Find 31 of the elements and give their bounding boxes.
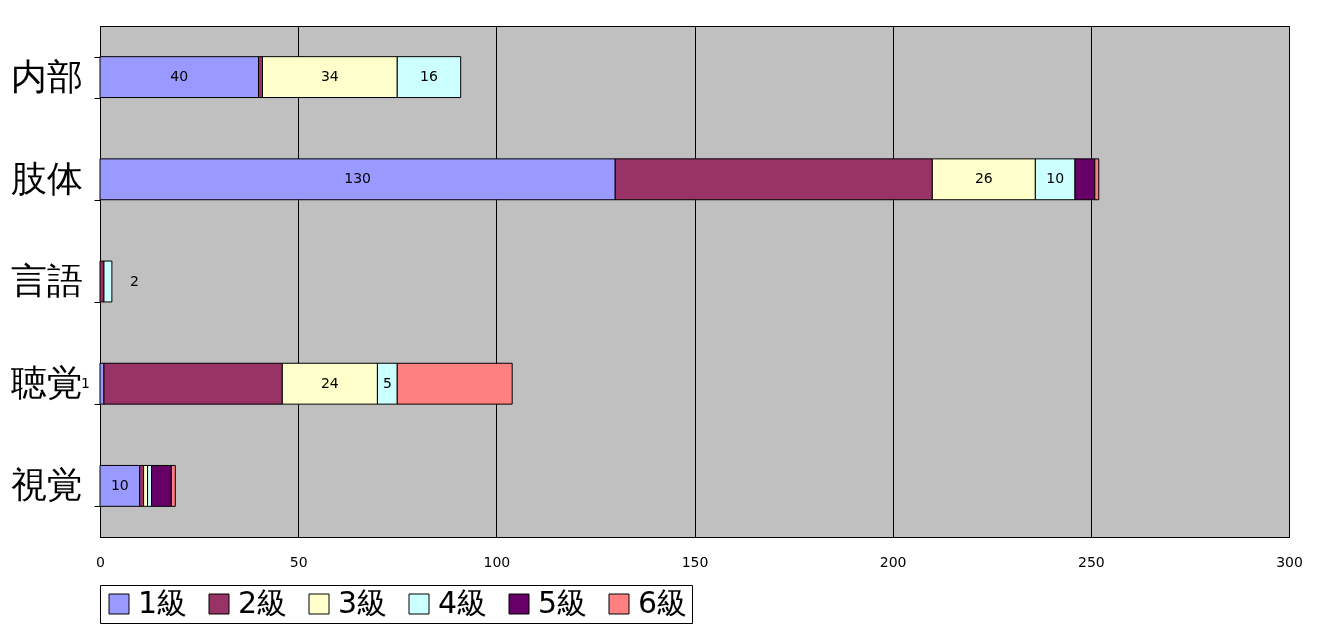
legend-label: 3級 — [338, 585, 388, 620]
y-tick-label: 視覚 — [10, 464, 83, 506]
data-label: 34 — [320, 68, 339, 85]
x-tick-label: 150 — [681, 553, 709, 570]
legend-label: 6級 — [638, 585, 688, 620]
bar — [103, 260, 113, 303]
data-label: 10 — [110, 476, 129, 493]
y-tick-label: 聴覚 — [10, 362, 83, 404]
legend-label: 2級 — [238, 585, 288, 620]
x-tick-label: 200 — [879, 553, 907, 570]
legend-label: 5級 — [538, 585, 588, 620]
y-tick-label: 肢体 — [10, 157, 83, 199]
x-tick-label: 0 — [96, 553, 105, 570]
data-label: 26 — [974, 170, 993, 187]
x-tick-label: 300 — [1276, 553, 1303, 570]
data-label: 40 — [170, 68, 189, 85]
data-label: 130 — [344, 170, 371, 187]
bar — [151, 464, 172, 507]
x-tick-label: 250 — [1077, 553, 1105, 570]
data-label: 24 — [320, 374, 339, 391]
y-tick-label: 言語 — [10, 260, 83, 301]
data-label: 2 — [129, 272, 139, 289]
x-tick-label: 50 — [289, 553, 308, 570]
legend-label: 4級 — [438, 585, 488, 620]
y-tick-label: 内部 — [10, 55, 83, 97]
data-label: 5 — [382, 374, 392, 391]
data-label: 10 — [1046, 170, 1065, 187]
data-label: 16 — [420, 68, 438, 85]
data-label: 1 — [81, 374, 90, 391]
legend-label: 1級 — [138, 585, 188, 620]
x-tick-label: 100 — [483, 553, 511, 570]
